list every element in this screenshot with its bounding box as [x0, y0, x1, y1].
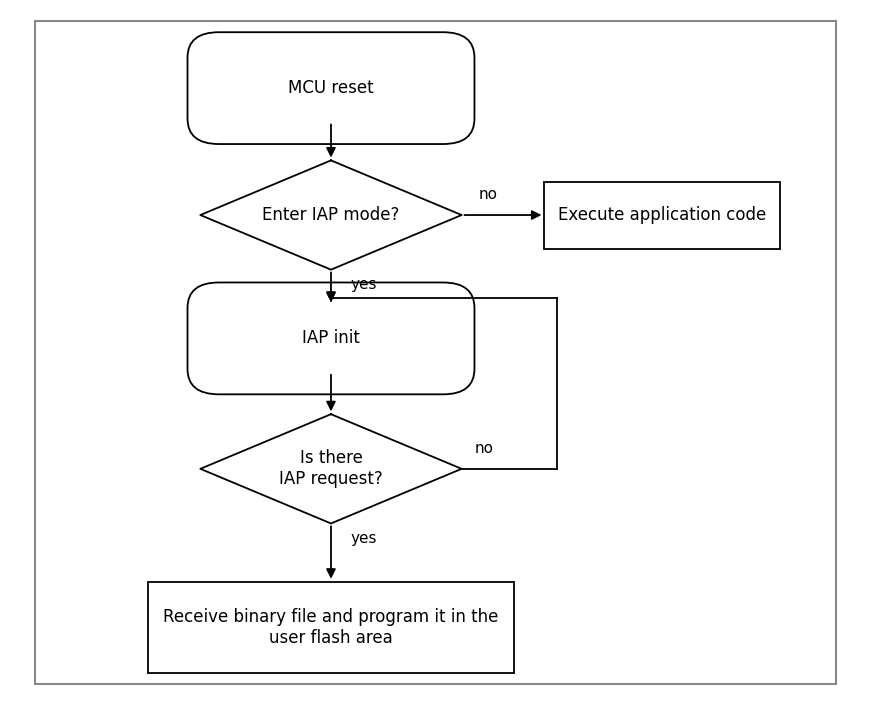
Text: Is there
IAP request?: Is there IAP request? — [279, 449, 383, 489]
Text: Enter IAP mode?: Enter IAP mode? — [262, 206, 400, 224]
Bar — [544, 181, 780, 249]
Text: yes: yes — [350, 276, 376, 292]
Text: yes: yes — [350, 530, 376, 546]
FancyBboxPatch shape — [187, 32, 475, 144]
Text: no: no — [479, 188, 498, 202]
FancyBboxPatch shape — [35, 21, 836, 684]
Polygon shape — [200, 414, 462, 523]
Text: IAP init: IAP init — [302, 329, 360, 348]
Polygon shape — [200, 161, 462, 269]
Bar — [148, 582, 514, 673]
Text: no: no — [475, 441, 494, 456]
Text: MCU reset: MCU reset — [288, 79, 374, 97]
Text: Receive binary file and program it in the
user flash area: Receive binary file and program it in th… — [163, 608, 499, 647]
Text: Execute application code: Execute application code — [557, 206, 766, 224]
FancyBboxPatch shape — [187, 283, 475, 394]
